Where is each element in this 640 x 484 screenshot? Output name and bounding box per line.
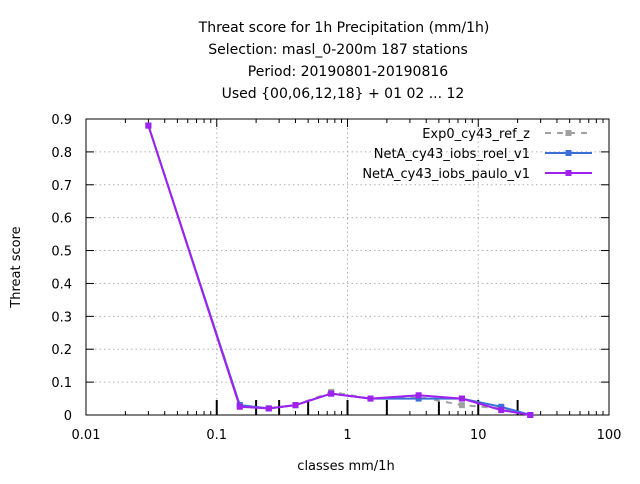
x-tick-label: 0.01 bbox=[72, 428, 101, 443]
series-lines bbox=[145, 122, 534, 418]
x-axis-label: classes mm/1h bbox=[297, 459, 394, 474]
title-line-1: Threat score for 1h Precipitation (mm/1h… bbox=[198, 20, 490, 36]
legend: Exp0_cy43_ref_z NetA_cy43_iobs_roel_v1 Net… bbox=[362, 127, 592, 182]
chart-title: Threat score for 1h Precipitation (mm/1h… bbox=[198, 20, 490, 102]
data-point bbox=[527, 412, 534, 418]
data-point bbox=[145, 122, 152, 129]
title-line-2: Selection: masl_0-200m 187 stations bbox=[208, 42, 468, 58]
data-point bbox=[265, 405, 272, 412]
axes: 0.01 0.1 1 10 100 0 0.1 0.2 0.3 0.4 0.5 0.6 0.7 0.8 0.… bbox=[51, 113, 621, 443]
data-point bbox=[367, 395, 374, 402]
data-point bbox=[415, 395, 422, 402]
data-point bbox=[415, 392, 422, 399]
data-point bbox=[458, 402, 465, 409]
y-tick-label: 0.6 bbox=[51, 212, 72, 227]
x-tick-label: 100 bbox=[597, 428, 622, 443]
title-line-3: Period: 20190801-20190816 bbox=[248, 64, 448, 80]
data-point bbox=[236, 403, 243, 410]
x-tick-label: 10 bbox=[470, 428, 487, 443]
legend-marker-1 bbox=[565, 130, 572, 136]
x-tick-label: 1 bbox=[343, 428, 351, 443]
x-tick-label: 0.1 bbox=[206, 428, 227, 443]
y-tick-label: 0.7 bbox=[51, 179, 72, 194]
y-tick-label: 0 bbox=[64, 409, 72, 424]
data-point bbox=[498, 403, 505, 410]
legend-label-1: Exp0_cy43_ref_z bbox=[422, 127, 530, 142]
legend-marker-3 bbox=[565, 170, 572, 176]
data-point bbox=[328, 390, 335, 397]
grid bbox=[86, 119, 609, 415]
data-point bbox=[498, 407, 505, 414]
plot-frame bbox=[85, 118, 610, 416]
y-tick-label: 0.1 bbox=[51, 376, 72, 391]
y-tick-label: 0.8 bbox=[51, 146, 72, 161]
legend-marker-2 bbox=[565, 150, 572, 156]
title-line-4: Used {00,06,12,18} + 01 02 ... 12 bbox=[222, 86, 465, 102]
y-tick-label: 0.3 bbox=[51, 310, 72, 325]
series-line-3 bbox=[147, 125, 531, 416]
data-point bbox=[292, 402, 299, 409]
y-tick-label: 0.4 bbox=[51, 277, 72, 292]
y-tick-label: 0.9 bbox=[51, 113, 72, 128]
y-tick-label: 0.2 bbox=[51, 343, 72, 358]
data-point bbox=[458, 395, 465, 402]
legend-label-3: NetA_cy43_iobs_paulo_v1 bbox=[362, 167, 530, 182]
y-tick-label: 0.5 bbox=[51, 245, 72, 260]
legend-label-2: NetA_cy43_iobs_roel_v1 bbox=[374, 147, 530, 162]
y-axis-label: Threat score bbox=[9, 226, 24, 308]
